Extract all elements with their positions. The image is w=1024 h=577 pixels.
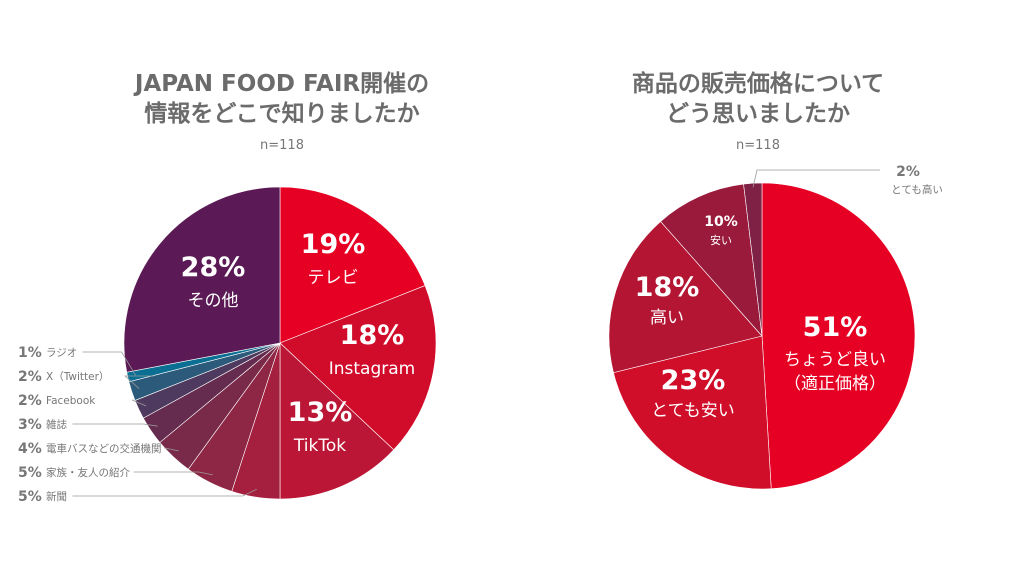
left-callout-pct-3: 5% <box>18 489 42 505</box>
left-callout-pct-4: 5% <box>18 465 42 481</box>
left-pie-slice-10 <box>123 186 281 373</box>
left-callout-pct-9: 1% <box>18 345 42 361</box>
left-callout-pct-6: 3% <box>18 417 42 433</box>
left-pct-label-1: 18% <box>340 320 405 351</box>
left-callout-pct-8: 2% <box>18 369 42 385</box>
left-callout-label-6: 雑誌 <box>46 418 67 431</box>
left-callout-label-5: 電車バスなどの交通機関 <box>46 442 162 455</box>
right-chart-subtitle: n=118 <box>736 138 780 153</box>
left-callout-label-3: 新聞 <box>46 490 67 503</box>
right-chart-title-line2: どう思いましたか <box>666 101 850 127</box>
left-slice-label-1: Instagram <box>329 359 416 379</box>
left-chart-title-line2: 情報をどこで知りましたか <box>144 100 419 127</box>
left-callout-label-7: Facebook <box>46 395 96 407</box>
right-slice-label-2-0: 高い <box>650 308 684 328</box>
right-pie-slice-3 <box>660 183 763 337</box>
right-pct-label-1: 23% <box>661 365 726 396</box>
right-leader-line-4 <box>752 169 880 188</box>
left-slice-label-0: テレビ <box>308 268 359 288</box>
left-callout-label-4: 家族・友人の紹介 <box>46 466 130 479</box>
right-pct-label-3: 10% <box>704 214 738 230</box>
left-leader-line-7 <box>131 399 147 407</box>
left-pct-label-10: 28% <box>181 252 246 283</box>
right-pie-slice-0 <box>761 182 916 490</box>
left-pie-slice-0 <box>279 186 426 344</box>
left-pie-slice-1 <box>279 285 437 451</box>
right-pct-label-0: 51% <box>803 312 868 343</box>
right-slice-label-1-0: とても安い <box>651 401 735 421</box>
right-pie-slice-2 <box>608 221 763 373</box>
left-chart-subtitle: n=118 <box>260 138 304 153</box>
left-leader-line-4 <box>133 471 213 476</box>
left-leader-line-9 <box>82 351 136 376</box>
right-slice-label-0-0: ちょうど良い <box>784 350 886 370</box>
slice-labels: 19% テレビ 18% Instagram 13% TikTok 28% その他 1% ラジオ 2%… <box>18 164 943 505</box>
left-chart-title-line1: JAPAN FOOD FAIR開催の <box>133 71 429 97</box>
right-pie-slice-1 <box>613 335 772 490</box>
left-pie <box>123 186 437 500</box>
left-callout-pct-5: 4% <box>18 441 42 457</box>
left-pct-label-0: 19% <box>301 229 366 260</box>
left-callout-label-8: X（Twitter） <box>46 371 109 383</box>
right-chart-title-line1: 商品の販売価格について <box>632 70 884 97</box>
right-callout-label-4: とても高い <box>891 183 943 196</box>
left-leader-line-6 <box>72 423 158 427</box>
left-slice-label-2: TikTok <box>293 436 346 456</box>
left-callout-label-9: ラジオ <box>46 347 77 359</box>
left-pie-slice-2 <box>279 342 395 500</box>
right-callout-pct-4: 2% <box>896 164 920 180</box>
left-leader-line-5 <box>164 447 179 452</box>
left-pct-label-2: 13% <box>288 397 353 428</box>
left-slice-label-10: その他 <box>188 291 239 311</box>
right-pie <box>608 182 916 490</box>
left-callout-pct-7: 2% <box>18 393 42 409</box>
left-leader-line-8 <box>124 375 154 389</box>
right-slice-label-0-1: （適正価格） <box>784 374 886 394</box>
left-leader-line-3 <box>72 488 257 497</box>
right-slice-label-3-0: 安い <box>710 233 732 247</box>
right-pct-label-2: 18% <box>635 272 700 303</box>
right-pie-slice-4 <box>743 182 763 337</box>
